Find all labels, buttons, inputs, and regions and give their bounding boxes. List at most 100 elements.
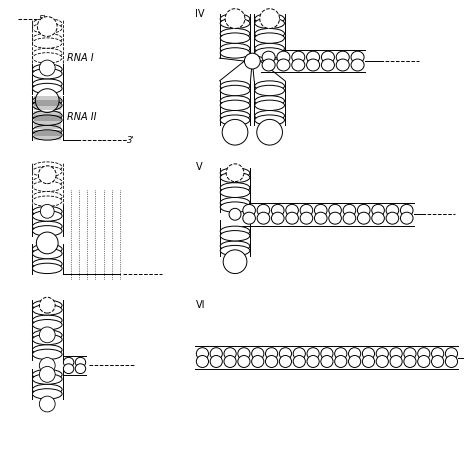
Ellipse shape <box>32 305 62 315</box>
Ellipse shape <box>404 356 416 367</box>
Circle shape <box>39 357 55 374</box>
Ellipse shape <box>404 347 416 360</box>
Circle shape <box>225 9 245 28</box>
Ellipse shape <box>401 204 413 216</box>
Circle shape <box>37 17 57 36</box>
Ellipse shape <box>220 172 250 182</box>
Ellipse shape <box>446 347 457 360</box>
Circle shape <box>39 396 55 412</box>
Circle shape <box>39 366 55 382</box>
Ellipse shape <box>32 18 62 29</box>
Ellipse shape <box>32 263 62 273</box>
Ellipse shape <box>277 51 290 63</box>
Ellipse shape <box>255 28 284 39</box>
Ellipse shape <box>220 182 250 193</box>
Ellipse shape <box>265 356 278 367</box>
Ellipse shape <box>418 356 430 367</box>
Circle shape <box>223 250 247 273</box>
Text: 3': 3' <box>127 136 135 145</box>
Ellipse shape <box>220 96 250 106</box>
Ellipse shape <box>32 374 62 384</box>
Ellipse shape <box>279 356 292 367</box>
Ellipse shape <box>357 212 370 224</box>
Ellipse shape <box>32 300 62 310</box>
Ellipse shape <box>321 356 333 367</box>
Text: 5': 5' <box>38 15 46 24</box>
Circle shape <box>260 9 280 28</box>
Ellipse shape <box>32 79 62 89</box>
Text: RNA II: RNA II <box>67 112 97 122</box>
Ellipse shape <box>75 357 86 367</box>
Ellipse shape <box>314 212 327 224</box>
Text: V: V <box>195 162 202 172</box>
Ellipse shape <box>265 347 278 360</box>
Ellipse shape <box>224 347 236 360</box>
Ellipse shape <box>220 81 250 91</box>
Ellipse shape <box>252 347 264 360</box>
Ellipse shape <box>220 168 250 178</box>
Ellipse shape <box>220 246 250 256</box>
Ellipse shape <box>243 212 255 224</box>
Ellipse shape <box>292 59 305 71</box>
Ellipse shape <box>335 347 347 360</box>
Ellipse shape <box>32 130 62 140</box>
Ellipse shape <box>220 33 250 43</box>
Ellipse shape <box>252 356 264 367</box>
Ellipse shape <box>255 18 284 28</box>
Ellipse shape <box>255 100 284 110</box>
Ellipse shape <box>64 357 74 367</box>
Circle shape <box>40 204 54 218</box>
Circle shape <box>222 119 248 145</box>
Ellipse shape <box>32 83 62 94</box>
Ellipse shape <box>32 166 62 177</box>
Ellipse shape <box>32 226 62 236</box>
Ellipse shape <box>32 23 62 33</box>
Ellipse shape <box>348 347 361 360</box>
Ellipse shape <box>32 369 62 380</box>
Ellipse shape <box>32 345 62 355</box>
Ellipse shape <box>75 364 86 374</box>
Ellipse shape <box>351 59 364 71</box>
Ellipse shape <box>362 347 374 360</box>
Circle shape <box>39 297 55 313</box>
Ellipse shape <box>286 204 299 216</box>
Ellipse shape <box>386 204 399 216</box>
Ellipse shape <box>255 115 284 125</box>
Ellipse shape <box>329 212 341 224</box>
Ellipse shape <box>293 356 305 367</box>
Ellipse shape <box>196 347 209 360</box>
Ellipse shape <box>262 59 275 71</box>
Ellipse shape <box>220 198 250 208</box>
Ellipse shape <box>32 349 62 360</box>
Ellipse shape <box>376 356 388 367</box>
Ellipse shape <box>255 96 284 106</box>
Ellipse shape <box>220 226 250 237</box>
Ellipse shape <box>300 204 313 216</box>
Ellipse shape <box>277 59 290 71</box>
Ellipse shape <box>255 43 284 54</box>
Circle shape <box>226 164 244 182</box>
Ellipse shape <box>32 48 62 59</box>
Ellipse shape <box>210 347 222 360</box>
Ellipse shape <box>446 356 457 367</box>
Circle shape <box>229 209 241 220</box>
Ellipse shape <box>279 347 292 360</box>
Ellipse shape <box>307 356 319 367</box>
Ellipse shape <box>32 96 62 106</box>
Ellipse shape <box>32 384 62 395</box>
Ellipse shape <box>348 356 361 367</box>
Ellipse shape <box>32 248 62 259</box>
Ellipse shape <box>210 356 222 367</box>
Ellipse shape <box>238 347 250 360</box>
Circle shape <box>36 89 59 112</box>
Ellipse shape <box>321 347 333 360</box>
Ellipse shape <box>329 204 341 216</box>
Ellipse shape <box>372 212 384 224</box>
Ellipse shape <box>255 85 284 96</box>
Ellipse shape <box>431 347 444 360</box>
Ellipse shape <box>372 204 384 216</box>
Ellipse shape <box>32 196 62 206</box>
Ellipse shape <box>314 204 327 216</box>
Ellipse shape <box>220 202 250 212</box>
Ellipse shape <box>32 33 62 44</box>
